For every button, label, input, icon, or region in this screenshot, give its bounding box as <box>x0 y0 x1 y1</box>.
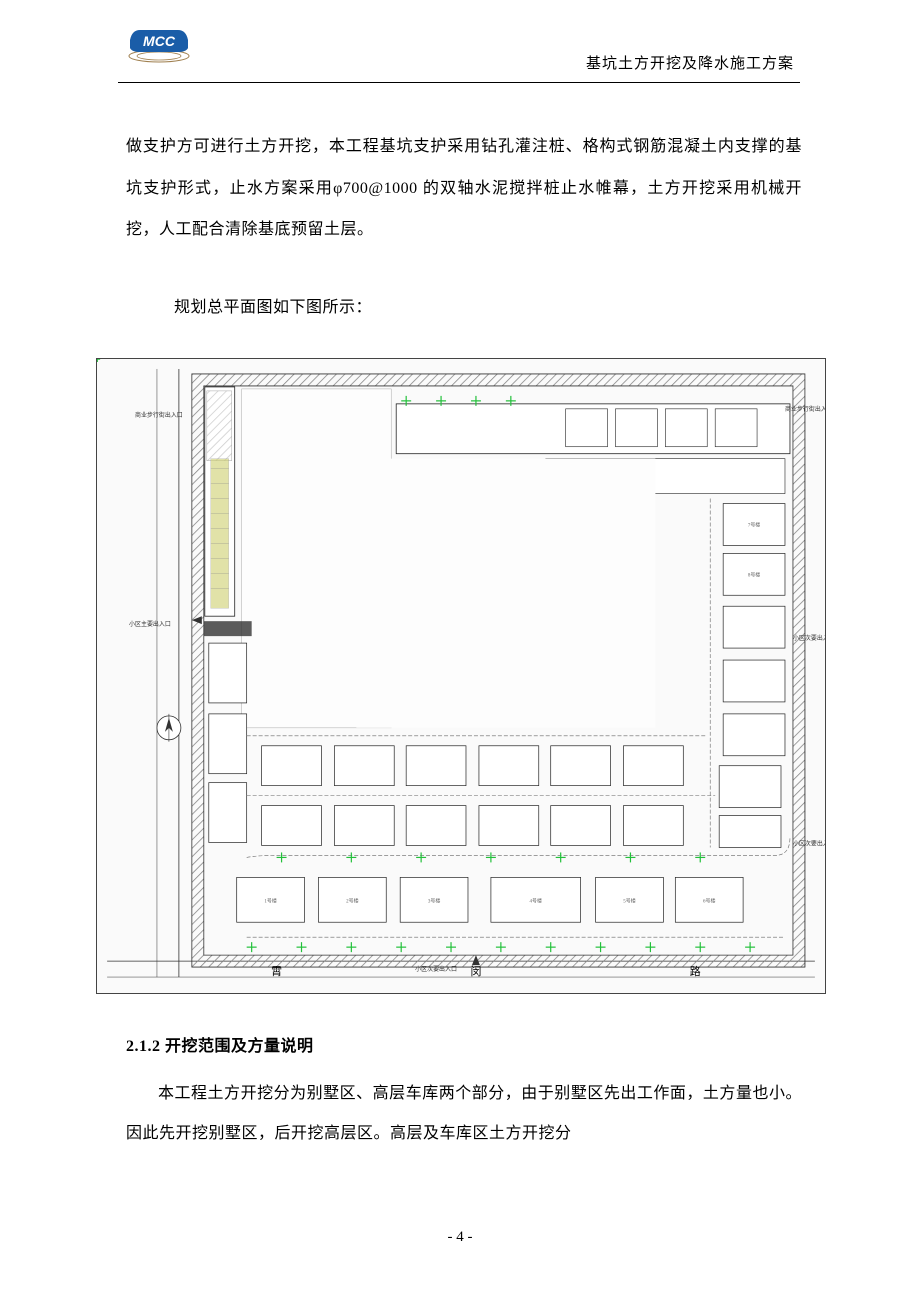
page-number: - 4 - <box>0 1229 920 1246</box>
svg-text:小区主要出入口: 小区主要出入口 <box>129 621 171 629</box>
svg-text:4号楼: 4号楼 <box>530 898 542 905</box>
svg-text:小区次要出入口: 小区次要出入口 <box>793 840 825 848</box>
svg-text:3号楼: 3号楼 <box>428 898 440 905</box>
page-content: 做支护方可进行土方开挖，本工程基坑支护采用钻孔灌注桩、格构式钢筋混凝土内支撑的基… <box>126 126 802 1154</box>
header-title: 基坑土方开挖及降水施工方案 <box>586 52 794 73</box>
site-plan-svg: 商业步行街出入口 商业步行街出入口 小区主要出入口 小区次要出入口 小区次要出入… <box>97 359 825 993</box>
intro-paragraph-1: 做支护方可进行土方开挖，本工程基坑支护采用钻孔灌注桩、格构式钢筋混凝土内支撑的基… <box>126 126 802 251</box>
svg-text:小区次要出入口: 小区次要出入口 <box>793 634 825 642</box>
svg-text:路: 路 <box>690 965 701 978</box>
svg-text:8号楼: 8号楼 <box>748 572 760 579</box>
svg-text:6号楼: 6号楼 <box>703 898 715 905</box>
svg-text:小区次要出入口: 小区次要出入口 <box>415 965 457 973</box>
svg-text:商业步行街出入口: 商业步行街出入口 <box>135 411 183 419</box>
body-paragraph-1: 本工程土方开挖分为别墅区、高层车库两个部分，由于别墅区先出工作面，土方量也小。因… <box>126 1074 802 1154</box>
site-plan-diagram: 商业步行街出入口 商业步行街出入口 小区主要出入口 小区次要出入口 小区次要出入… <box>96 358 826 994</box>
section-heading: 2.1.2 开挖范围及方量说明 <box>126 1032 802 1056</box>
header-divider <box>118 82 800 83</box>
svg-text:1号楼: 1号楼 <box>264 898 276 905</box>
page-header: MCC 基坑土方开挖及降水施工方案 <box>0 22 920 82</box>
svg-text:闵: 闵 <box>470 964 481 978</box>
svg-text:霄: 霄 <box>271 965 282 978</box>
svg-text:7号楼: 7号楼 <box>748 522 760 529</box>
mcc-logo: MCC <box>124 22 194 69</box>
svg-text:2号楼: 2号楼 <box>346 898 358 905</box>
svg-text:MCC: MCC <box>143 33 176 49</box>
svg-text:商业步行街出入口: 商业步行街出入口 <box>785 405 825 413</box>
intro-paragraph-2: 规划总平面图如下图所示： <box>126 287 802 329</box>
logo-icon: MCC <box>124 22 194 64</box>
svg-text:5号楼: 5号楼 <box>623 898 635 905</box>
